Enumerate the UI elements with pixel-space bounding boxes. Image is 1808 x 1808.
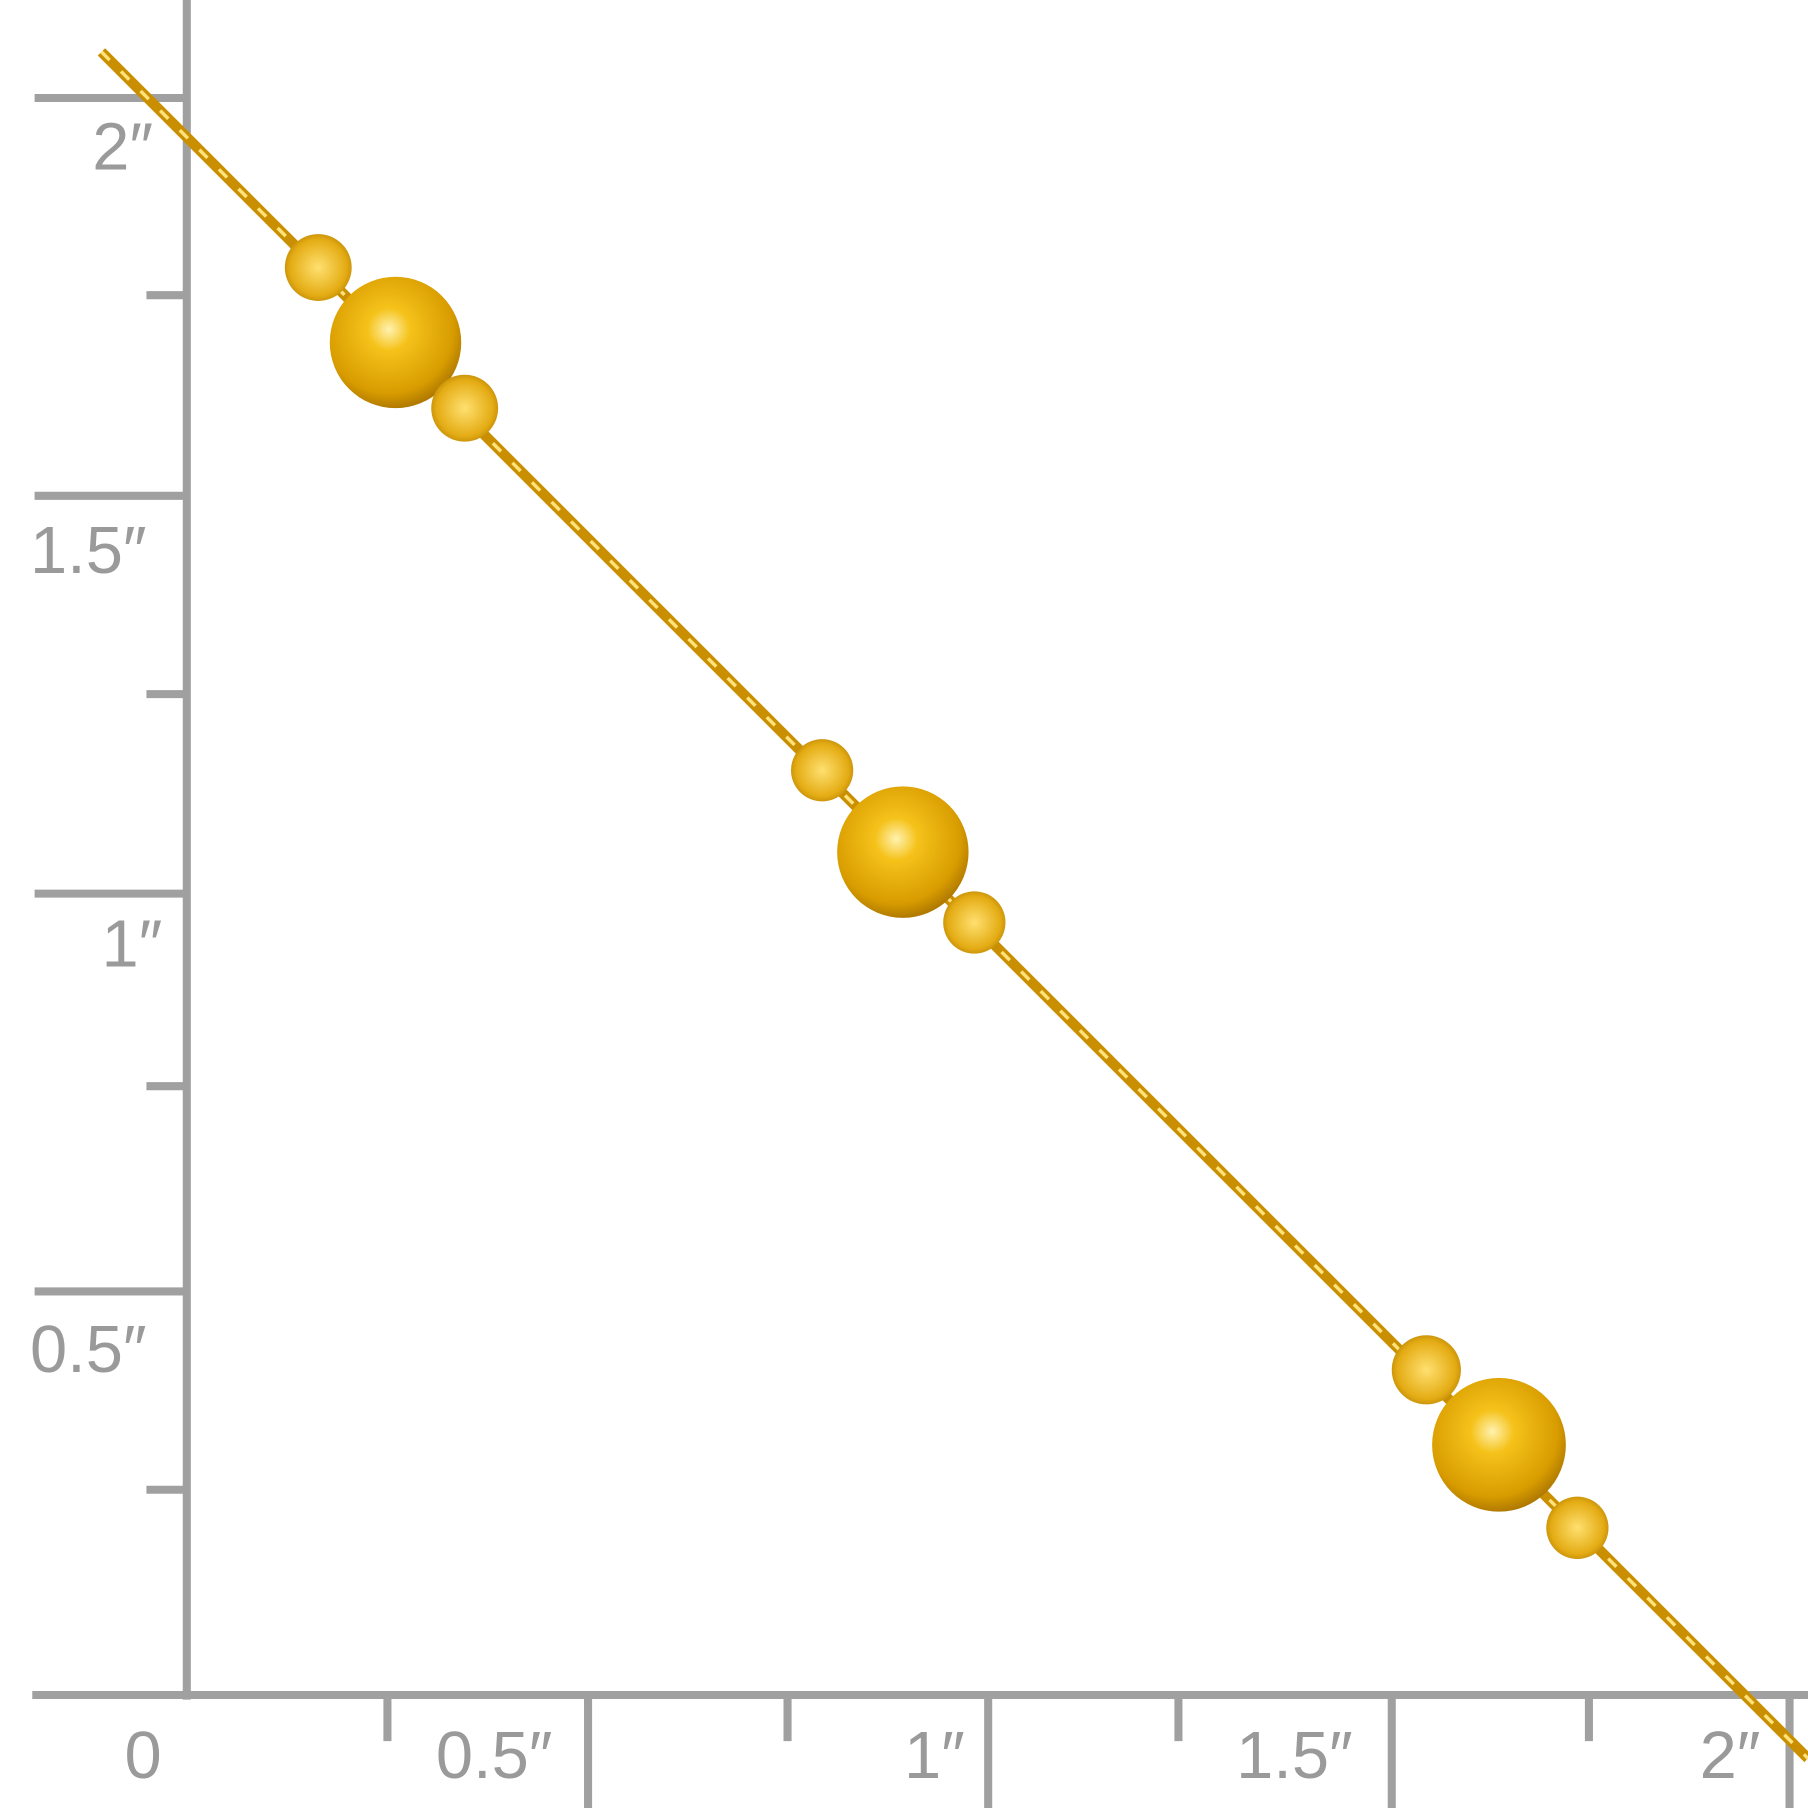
small-bead xyxy=(943,891,1006,954)
ruler-label: 0 xyxy=(125,1718,162,1793)
ruler-label: 1″ xyxy=(904,1718,965,1793)
ruler-label: 0.5″ xyxy=(30,1312,147,1387)
ruler-label: 2″ xyxy=(92,109,153,184)
large-bead xyxy=(1432,1377,1566,1512)
ruler-label: 0.5″ xyxy=(436,1718,553,1793)
small-bead xyxy=(1546,1496,1609,1559)
ruler-label: 1.5″ xyxy=(30,513,147,588)
large-bead xyxy=(329,276,462,409)
small-bead xyxy=(284,234,352,301)
small-bead xyxy=(1391,1335,1461,1405)
large-bead xyxy=(837,786,969,918)
small-bead xyxy=(431,374,499,442)
ruler xyxy=(32,0,1808,1808)
ruler-label: 1.5″ xyxy=(1236,1718,1353,1793)
ruler-label: 1″ xyxy=(101,906,162,981)
ruler-label: 2″ xyxy=(1700,1718,1761,1793)
small-bead xyxy=(791,739,854,802)
